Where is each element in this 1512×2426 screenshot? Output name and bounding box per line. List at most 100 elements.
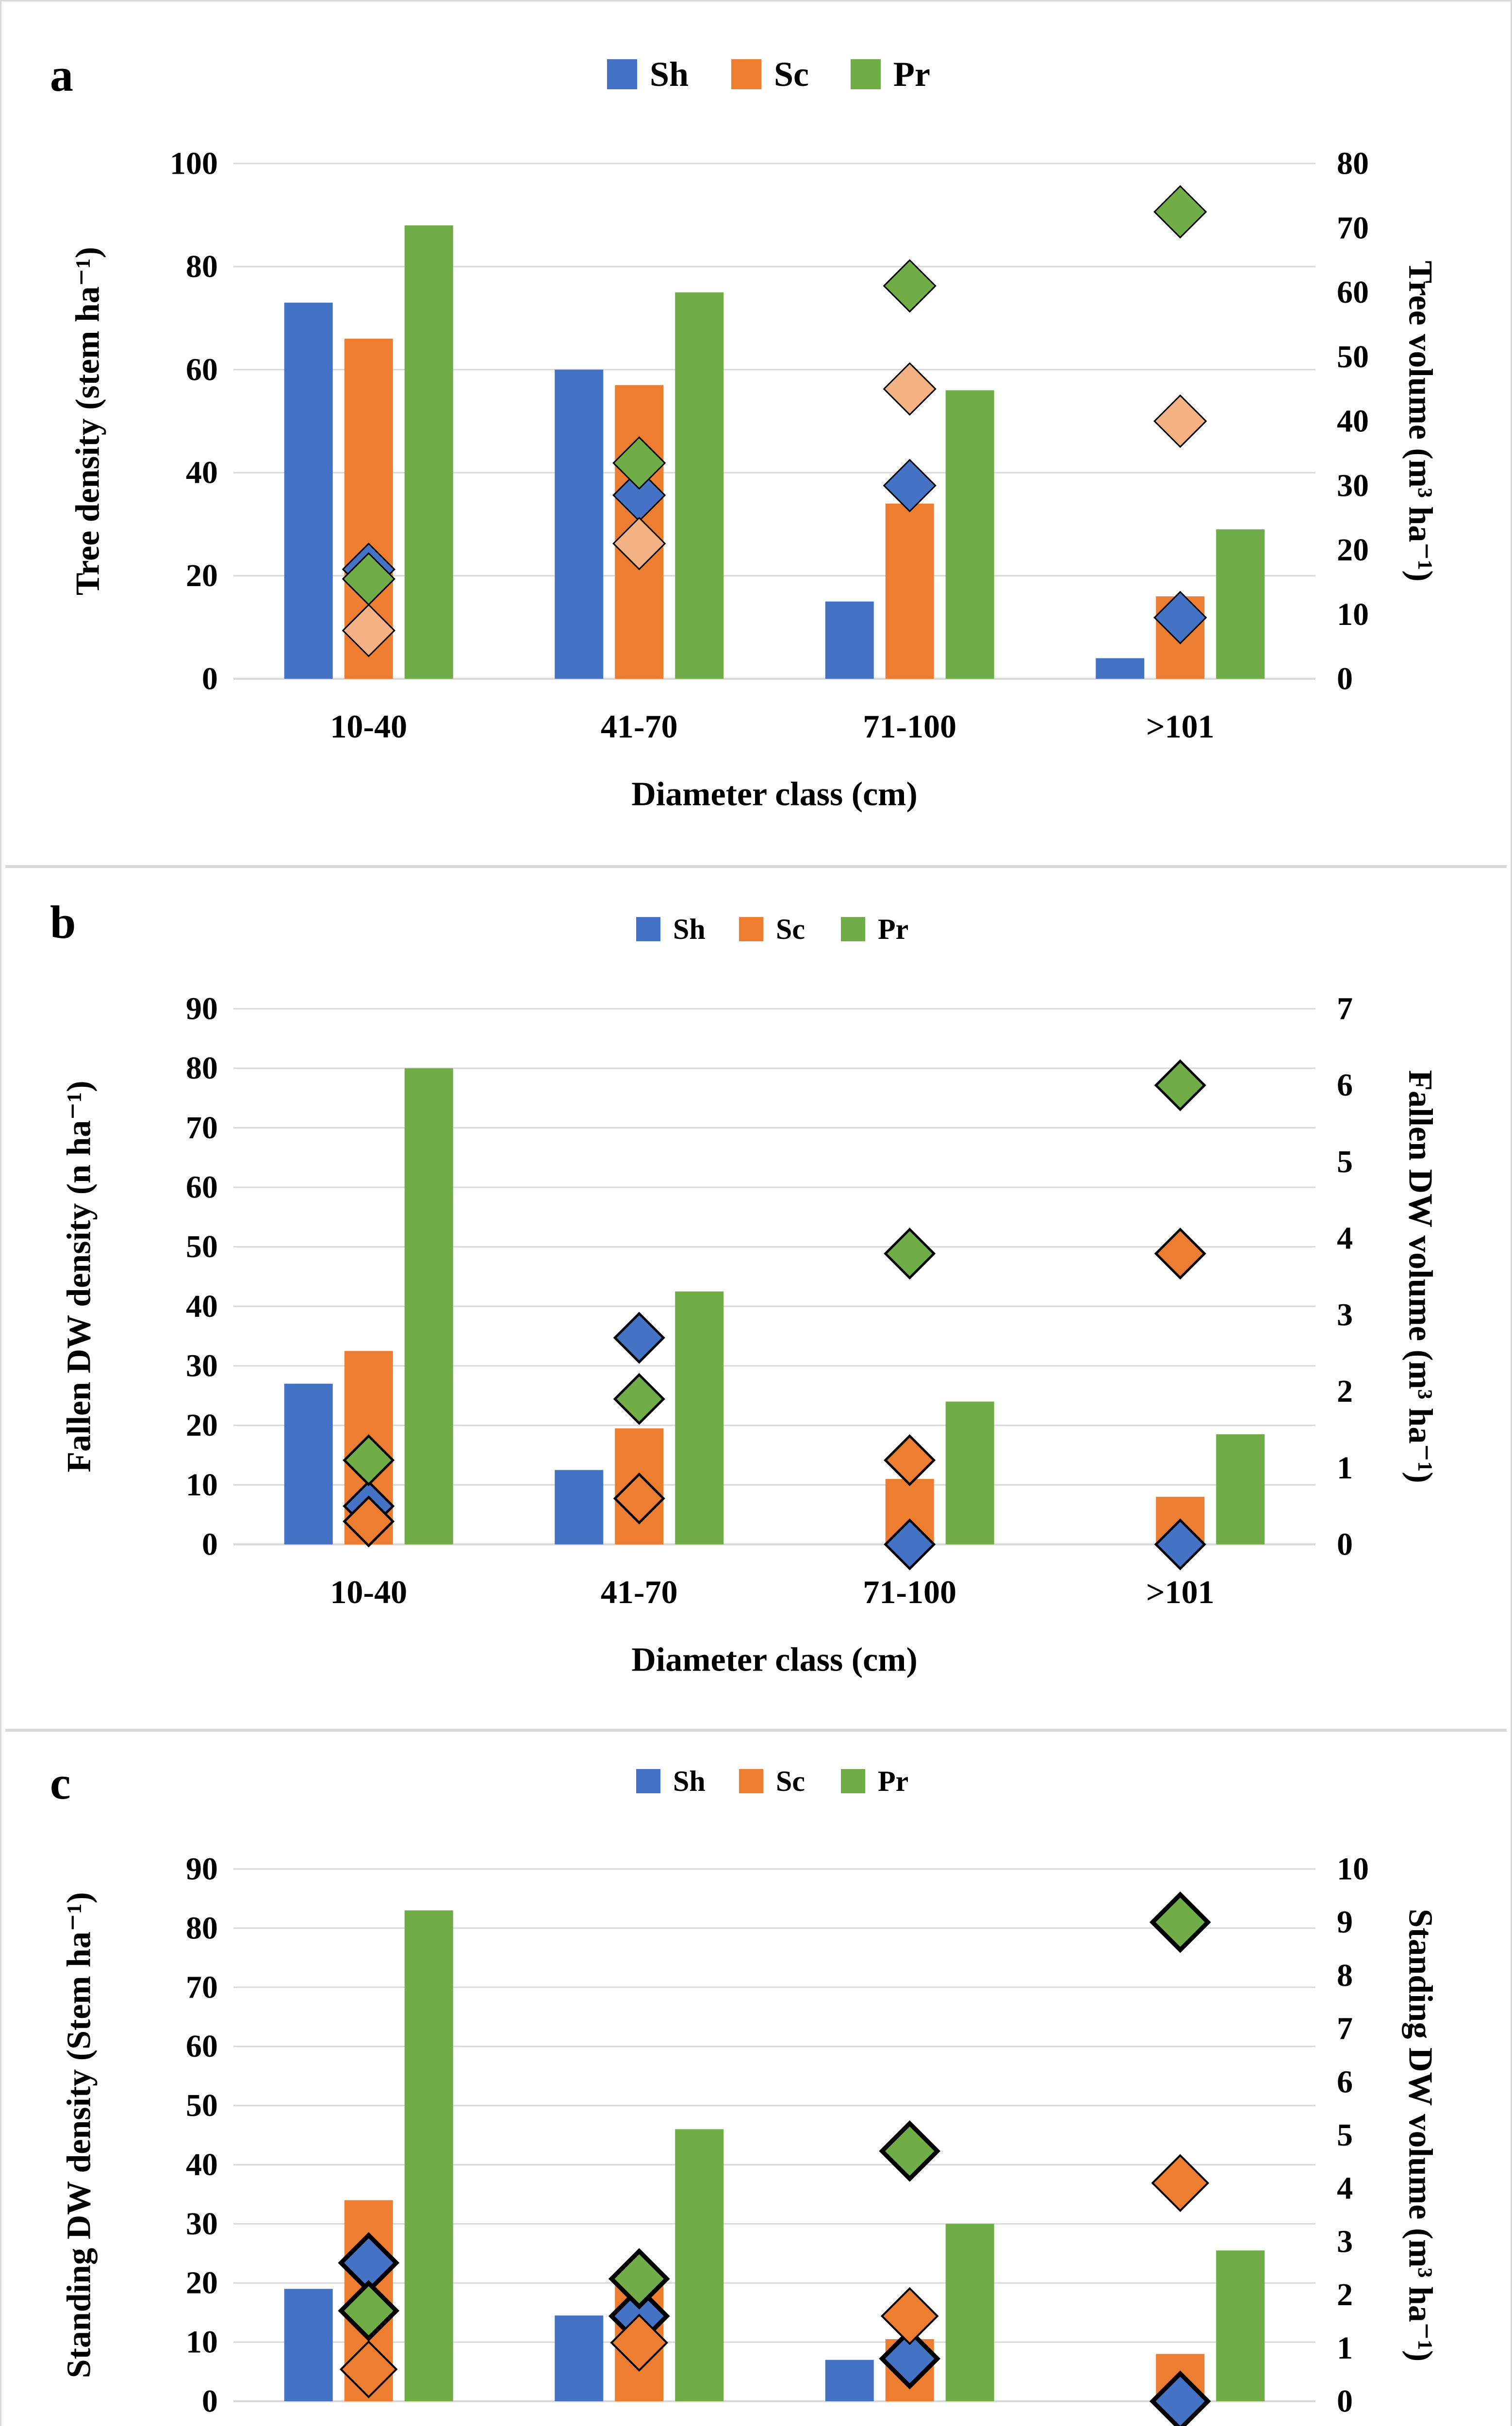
left-axis-tick: 90	[186, 1852, 218, 1887]
left-axis-tick: 50	[186, 2088, 218, 2123]
category-label: 10-40	[330, 708, 407, 745]
category-label: 41-70	[601, 1574, 678, 1610]
legend-label-sh: Sh	[673, 1765, 706, 1797]
category-label: >101	[1146, 1574, 1215, 1610]
left-axis-tick: 0	[202, 661, 218, 697]
marker-sc-41-70	[612, 517, 666, 571]
legend-label-sc: Sc	[774, 55, 809, 94]
legend-swatch-pr	[841, 917, 865, 941]
category-label: 71-100	[863, 1574, 956, 1610]
left-axis-tick: 20	[186, 2265, 218, 2301]
right-axis-tick: 5	[1337, 1144, 1353, 1180]
marker-pr-71-100	[884, 1228, 936, 1280]
legend-swatch-sh	[607, 59, 637, 89]
category-label: 10-40	[330, 1574, 407, 1610]
marker-sh-71-100	[883, 459, 937, 512]
bar-pr-71-100	[945, 1401, 994, 1544]
marker-sc-71-100	[884, 1434, 936, 1487]
left-axis-title: Standing DW density (Stem ha⁻¹)	[61, 1892, 98, 2378]
marker-pr->101	[1154, 1059, 1206, 1112]
left-axis-tick: 60	[186, 352, 218, 387]
category-label: 71-100	[863, 708, 956, 745]
right-axis-tick: 80	[1337, 146, 1369, 181]
bar-sh-41-70	[555, 369, 604, 679]
marker-pr-71-100	[883, 259, 937, 313]
right-axis-tick: 3	[1337, 1297, 1353, 1332]
left-axis-tick: 50	[186, 1229, 218, 1264]
left-axis-tick: 40	[186, 2147, 218, 2182]
marker-pr-10-40	[343, 1434, 395, 1487]
x-axis-title: Diameter class (cm)	[631, 1641, 918, 1679]
right-axis-tick: 50	[1337, 339, 1369, 375]
bar-pr-71-100	[945, 390, 994, 679]
left-axis-tick: 80	[186, 249, 218, 284]
left-axis-title: Tree density (stem ha⁻¹)	[69, 247, 107, 595]
legend-swatch-sc	[731, 59, 761, 89]
right-axis-tick: 6	[1337, 2064, 1353, 2099]
right-axis-tick: 1	[1337, 1450, 1353, 1486]
fallen-dw-chart: 0 10 20 30 40 50 60 70 80 90 0 1 2 3 4 5 6 7 10-40 41-70 71-…	[61, 913, 1439, 1679]
right-axis-tick: 70	[1337, 210, 1369, 246]
marker-sh-41-70	[613, 1311, 665, 1364]
right-axis-tick: 60	[1337, 275, 1369, 310]
right-axis-tick: 6	[1337, 1067, 1353, 1103]
right-axis-tick: 0	[1337, 661, 1353, 697]
marker-sc-41-70	[610, 2313, 669, 2372]
left-axis-tick: 10	[186, 1467, 218, 1503]
right-axis-tick: 10	[1337, 1852, 1369, 1887]
panel-letter-b: b	[50, 896, 76, 948]
marker-sc-41-70	[613, 1472, 665, 1524]
left-axis-tick: 60	[186, 1170, 218, 1205]
legend-swatch-pr	[851, 59, 881, 89]
right-axis-tick: 0	[1337, 1527, 1353, 1562]
left-axis-tick: 70	[186, 1110, 218, 1146]
right-axis-tick: 3	[1337, 2224, 1353, 2259]
right-axis-tick: 4	[1337, 1221, 1353, 1256]
panel-c: c 010203040506070809001234567891010-4041…	[5, 1733, 1507, 2426]
right-axis-tick: 0	[1337, 2384, 1353, 2419]
legend-swatch-sc	[739, 917, 763, 941]
right-axis-tick: 40	[1337, 404, 1369, 439]
bar-pr->101	[1216, 1434, 1265, 1544]
left-axis-tick: 20	[186, 558, 218, 593]
right-axis-tick: 5	[1337, 2117, 1353, 2153]
bar-sh-71-100	[825, 2360, 874, 2401]
marker-sh-71-100	[879, 2328, 941, 2390]
legend-swatch-sh	[636, 1769, 660, 1793]
right-axis-tick: 7	[1337, 2011, 1353, 2047]
legend-label-sc: Sc	[776, 913, 805, 945]
marker-pr-41-70	[608, 2248, 670, 2310]
right-axis-tick: 30	[1337, 468, 1369, 503]
marker-pr-10-40	[338, 2280, 400, 2342]
left-axis-tick: 40	[186, 1289, 218, 1324]
right-axis-title: Standing DW volume (m³ ha⁻¹)	[1402, 1909, 1439, 2361]
marker-sc-71-100	[880, 2287, 939, 2345]
tree-density-chart: 0 20 40 60 80 100 0 10 20 30 40 50 60 70 80 10-40 41-70 7…	[69, 55, 1439, 813]
left-axis-title: Fallen DW density (n ha⁻¹)	[61, 1081, 98, 1472]
bar-sh-41-70	[555, 2315, 604, 2401]
bar-pr-10-40	[404, 1910, 453, 2401]
right-axis-tick: 2	[1337, 2277, 1353, 2312]
marker-pr->101	[1149, 1891, 1211, 1953]
bar-sh-71-100	[825, 601, 874, 679]
panel-letter-c: c	[50, 1757, 71, 1809]
right-axis-title: Fallen DW volume (m³ ha⁻¹)	[1402, 1070, 1439, 1483]
bar-sh->101	[1096, 658, 1145, 679]
category-label: >101	[1146, 708, 1215, 745]
bar-sc-71-100	[885, 503, 934, 679]
bar-sh-10-40	[284, 1383, 333, 1544]
left-axis-tick: 0	[202, 1527, 218, 1562]
left-axis-tick: 90	[186, 991, 218, 1027]
bar-pr-10-40	[404, 225, 453, 679]
right-axis-tick: 7	[1337, 991, 1353, 1027]
left-axis-tick: 80	[186, 1910, 218, 1946]
left-axis-tick: 40	[186, 455, 218, 491]
right-axis-tick: 9	[1337, 1904, 1353, 1940]
marker-pr-41-70	[612, 436, 666, 490]
x-axis-title: Diameter class (cm)	[631, 776, 918, 813]
marker-sc-10-40	[342, 604, 395, 657]
left-axis-tick: 60	[186, 2029, 218, 2064]
left-axis-tick: 100	[170, 146, 218, 181]
marker-sc->101	[1154, 1228, 1206, 1280]
